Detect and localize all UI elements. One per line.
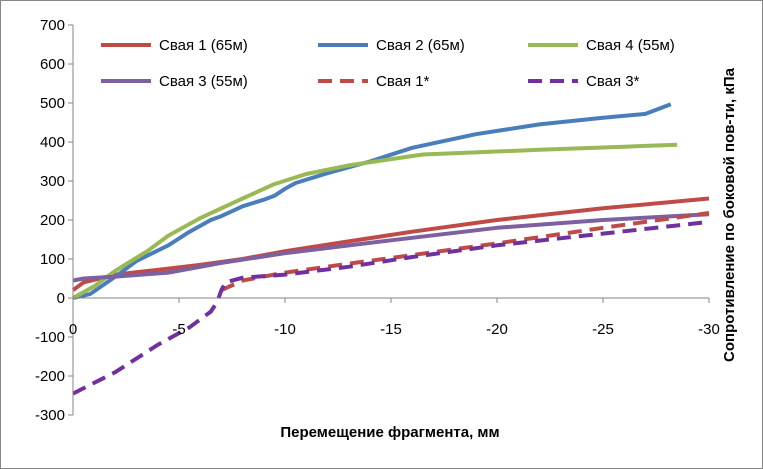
x-tick-label: -30 <box>698 321 720 338</box>
legend-label-6: Свая 3* <box>586 73 640 90</box>
series-line-5 <box>220 211 710 293</box>
series-line-4 <box>72 212 710 283</box>
y-axis-title: Сопротивление по боковой пов-ти, кПа <box>721 67 738 362</box>
x-tick-label: -25 <box>592 321 614 338</box>
x-tick-label: -5 <box>172 321 185 338</box>
x-tick-label: -10 <box>274 321 296 338</box>
x-tick-label: -20 <box>486 321 508 338</box>
legend-label-4: Свая 3 (55м) <box>159 73 248 90</box>
series-line-3 <box>72 142 678 300</box>
legend-label-5: Свая 1* <box>376 73 430 90</box>
y-tick-label: 600 <box>40 56 65 73</box>
x-tick-label: -15 <box>380 321 402 338</box>
y-tick-label: 700 <box>40 17 65 34</box>
legend-label-3: Свая 4 (55м) <box>586 37 675 54</box>
y-tick-label: -200 <box>35 368 65 385</box>
legend-label-2: Свая 2 (65м) <box>376 37 465 54</box>
y-tick-label: 0 <box>57 290 65 307</box>
y-tick-label: 300 <box>40 173 65 190</box>
y-tick-label: 200 <box>40 212 65 229</box>
legend: Свая 1 (65м) Свая 2 (65м) Свая 4 (55м) Свая… <box>101 37 675 90</box>
series-lines <box>71 102 710 396</box>
y-tick-label: 100 <box>40 251 65 268</box>
series-line-6 <box>72 219 710 396</box>
x-tick-label: 0 <box>69 321 77 338</box>
y-tick-label: -100 <box>35 329 65 346</box>
series-line-2 <box>72 102 672 300</box>
y-tick-label: -300 <box>35 407 65 424</box>
y-tick-label: 400 <box>40 134 65 151</box>
legend-label-1: Свая 1 (65м) <box>159 37 248 54</box>
y-tick-label: 500 <box>40 95 65 112</box>
x-axis-title: Перемещение фрагмента, мм <box>280 424 499 441</box>
